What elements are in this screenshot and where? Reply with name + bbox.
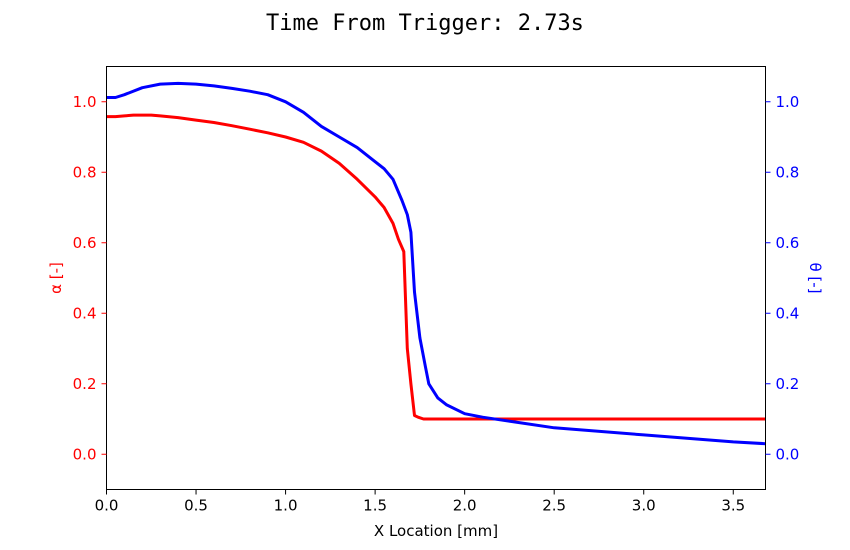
theta-series-line	[106, 81, 766, 446]
y-axis-right: 0.0 0.2 0.4 0.6 0.8 1.0	[765, 93, 800, 463]
x-tick-label: 2.5	[542, 497, 566, 515]
y-axis-left: 0.0 0.2 0.4 0.6 0.8 1.0	[73, 93, 107, 463]
plot-series	[106, 81, 766, 446]
x-axis-label: X Location [mm]	[374, 522, 498, 540]
y-left-tick-label: 0.2	[73, 375, 97, 393]
plot-frame	[106, 66, 766, 490]
y-left-tick-label: 0.0	[73, 445, 97, 463]
x-tick-label: 1.5	[363, 497, 387, 515]
y-axis-right-label: θ [-]	[806, 262, 824, 293]
y-left-tick-label: 0.6	[73, 234, 97, 252]
y-right-tick-label: 0.4	[776, 304, 800, 322]
y-left-tick-label: 1.0	[73, 93, 97, 111]
y-right-tick-label: 0.2	[776, 375, 800, 393]
y-right-tick-label: 0.0	[776, 445, 800, 463]
x-tick-label: 0.0	[95, 497, 119, 515]
alpha-series-line	[106, 113, 766, 421]
y-axis-left-label: α [-]	[47, 262, 65, 294]
y-left-tick-label: 0.4	[73, 304, 97, 322]
y-right-tick-label: 1.0	[776, 93, 800, 111]
chart-title: Time From Trigger: 2.73s	[266, 11, 584, 36]
x-tick-label: 2.0	[453, 497, 477, 515]
x-tick-label: 0.5	[184, 497, 208, 515]
x-tick-label: 1.0	[274, 497, 298, 515]
y-left-tick-label: 0.8	[73, 163, 97, 181]
y-right-tick-label: 0.6	[776, 234, 800, 252]
x-axis: 0.0 0.5 1.0 1.5 2.0 2.5 3.0 3.5	[95, 489, 745, 515]
x-tick-label: 3.0	[632, 497, 656, 515]
y-right-tick-label: 0.8	[776, 163, 800, 181]
x-tick-label: 3.5	[721, 497, 745, 515]
